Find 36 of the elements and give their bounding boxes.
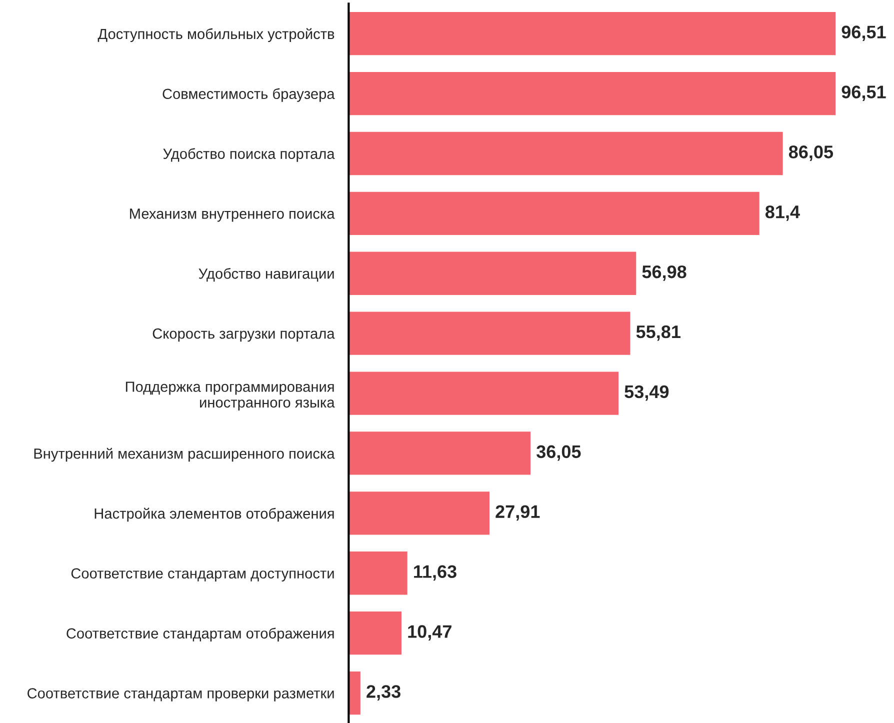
y-tick-label: Внутренний механизм расширенного поиска: [34, 448, 335, 462]
y-tick-label: Совместимость браузера: [162, 88, 335, 102]
data-label: 81,4: [765, 205, 800, 221]
data-label: 55,81: [636, 325, 680, 341]
y-tick-label: Настройка элементов отображения: [94, 508, 334, 522]
data-label: 36,05: [536, 445, 581, 461]
bar: [348, 132, 783, 176]
data-label: 11,63: [414, 565, 456, 581]
data-label: 27,91: [496, 505, 540, 521]
data-label: 96,51: [842, 86, 886, 102]
bar: [348, 252, 636, 295]
y-tick-label: Соответствие стандартам проверки разметки: [28, 688, 334, 702]
data-label: 2,33: [366, 685, 400, 700]
y-tick-label: Скорость загрузки портала: [152, 328, 335, 342]
bar: [348, 611, 402, 655]
data-label: 56,98: [642, 265, 686, 281]
data-label: 10,47: [408, 625, 452, 641]
data-label: 86,05: [788, 146, 834, 161]
bar: [348, 671, 360, 715]
bar: [348, 552, 408, 595]
bar: [348, 192, 760, 236]
y-tick-label: Поддержка программирования иностранного языка: [126, 382, 335, 411]
y-tick-label: Удобство поиска портала: [163, 148, 335, 162]
bar: [348, 72, 836, 116]
data-label: 53,49: [624, 385, 669, 401]
data-label: 96,51: [842, 26, 886, 42]
bar: [348, 432, 531, 475]
y-tick-label: Удобство навигации: [198, 268, 334, 282]
y-tick-label: Соответствие стандартам отображения: [66, 628, 334, 642]
bar: [348, 492, 490, 535]
y-tick-label: Соответствие стандартам доступности: [71, 568, 334, 582]
bar: [348, 12, 836, 56]
bar: [348, 312, 630, 355]
y-tick-label: Механизм внутреннего поиска: [130, 208, 335, 222]
bar: [348, 372, 619, 415]
y-tick-label: Доступность мобильных устройств: [98, 28, 334, 42]
